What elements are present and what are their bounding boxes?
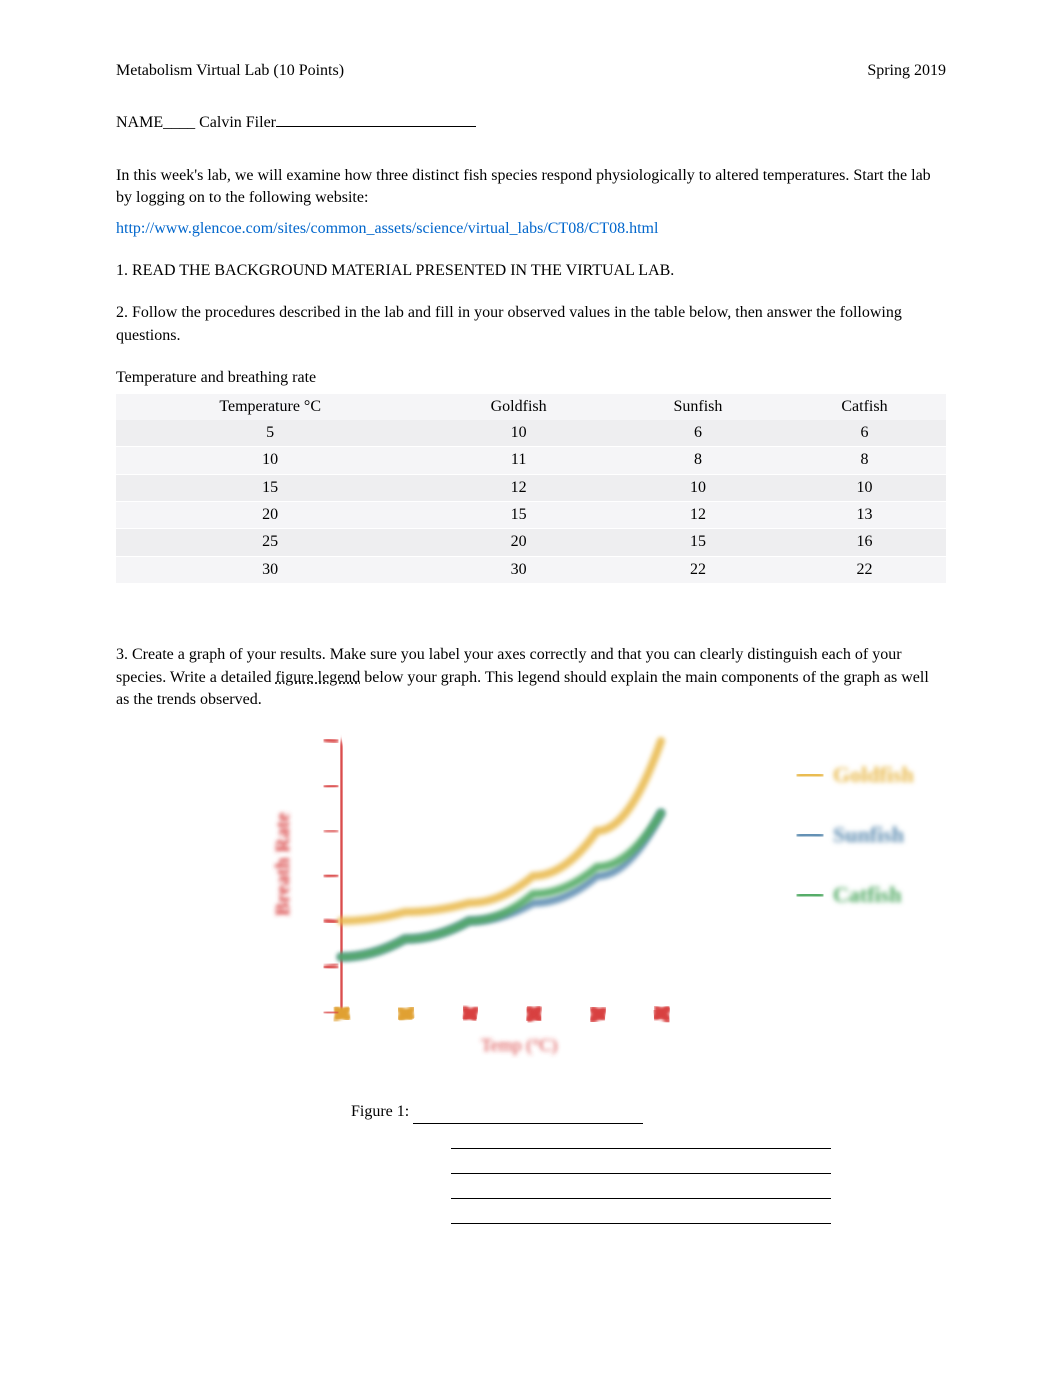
table-cell: 6 [783, 420, 946, 447]
table-cell: 10 [116, 447, 424, 474]
table-cell: 22 [613, 556, 783, 583]
lab-url[interactable]: http://www.glencoe.com/sites/common_asse… [116, 218, 946, 240]
table-cell: 30 [424, 556, 613, 583]
table-cell: 20 [116, 502, 424, 529]
table-row: 101188 [116, 447, 946, 474]
chart-legend: Goldfish Sunfish Catfish [791, 751, 971, 951]
table-cell: 12 [424, 474, 613, 501]
table-cell: 22 [783, 556, 946, 583]
breathing-rate-chart: Breath Rate Temp (°C) [271, 731, 701, 1091]
question-2: 2. Follow the procedures described in th… [116, 302, 946, 347]
intro-text: In this week's lab, we will examine how … [116, 165, 946, 210]
col-temp: Temperature °C [116, 394, 424, 420]
table-row: 25201516 [116, 529, 946, 556]
table-cell: 8 [613, 447, 783, 474]
table-row: 15121010 [116, 474, 946, 501]
question-3: 3. Create a graph of your results. Make … [116, 644, 946, 711]
col-sunfish: Sunfish [613, 394, 783, 420]
table-cell: 6 [613, 420, 783, 447]
table-cell: 8 [783, 447, 946, 474]
blank-line-2 [451, 1130, 831, 1149]
chart-area: Breath RateTemp (°C) GoldfishSunfishCatf… [231, 731, 831, 1223]
table-cell: 25 [116, 529, 424, 556]
figure-caption: Figure 1: [351, 1101, 831, 1223]
header-row: Metabolism Virtual Lab (10 Points) Sprin… [116, 60, 946, 82]
blank-line-3 [451, 1155, 831, 1174]
table-cell: 20 [424, 529, 613, 556]
q3-underlined: figure legend [275, 669, 360, 686]
table-cell: 11 [424, 447, 613, 474]
col-catfish: Catfish [783, 394, 946, 420]
svg-text:Breath Rate: Breath Rate [272, 813, 294, 917]
term: Spring 2019 [867, 60, 946, 82]
figure-label: Figure 1: [351, 1103, 413, 1120]
table-cell: 15 [424, 502, 613, 529]
table-cell: 5 [116, 420, 424, 447]
table-cell: 15 [613, 529, 783, 556]
blank-line-5 [451, 1205, 831, 1224]
blank-line-1 [413, 1123, 643, 1124]
table-title: Temperature and breathing rate [116, 367, 946, 389]
table-header-row: Temperature °C Goldfish Sunfish Catfish [116, 394, 946, 420]
svg-text:Sunfish: Sunfish [833, 822, 904, 847]
table-cell: 12 [613, 502, 783, 529]
svg-text:Goldfish: Goldfish [833, 762, 914, 787]
table-cell: 10 [424, 420, 613, 447]
table-row: 30302222 [116, 556, 946, 583]
question-1: 1. READ THE BACKGROUND MATERIAL PRESENTE… [116, 260, 946, 282]
lab-title: Metabolism Virtual Lab (10 Points) [116, 60, 344, 82]
table-row: 51066 [116, 420, 946, 447]
name-label: NAME____ [116, 114, 199, 131]
svg-text:Temp (°C): Temp (°C) [481, 1035, 557, 1056]
col-goldfish: Goldfish [424, 394, 613, 420]
name-line: NAME____ Calvin Filer [116, 112, 946, 134]
blank-line-4 [451, 1180, 831, 1199]
table-row: 20151213 [116, 502, 946, 529]
table-cell: 10 [613, 474, 783, 501]
name-blank [276, 126, 476, 127]
table-cell: 10 [783, 474, 946, 501]
table-cell: 16 [783, 529, 946, 556]
svg-text:Catfish: Catfish [833, 882, 901, 907]
breathing-rate-table: Temperature °C Goldfish Sunfish Catfish … [116, 394, 946, 585]
table-cell: 30 [116, 556, 424, 583]
table-cell: 15 [116, 474, 424, 501]
name-value: Calvin Filer [199, 114, 276, 131]
table-cell: 13 [783, 502, 946, 529]
